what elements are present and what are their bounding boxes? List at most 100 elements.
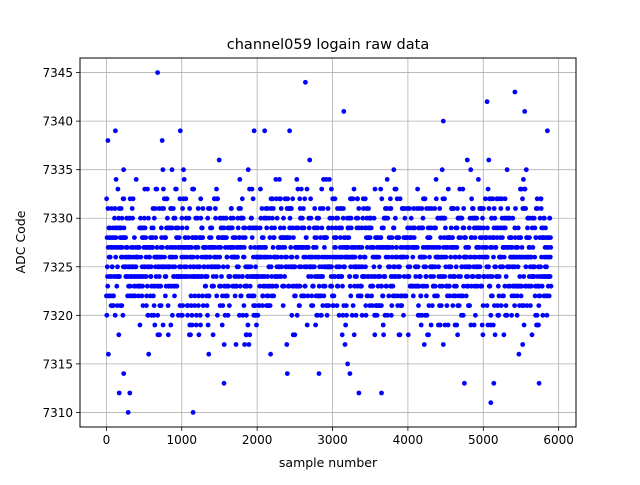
data-point-outlier [379, 390, 384, 396]
data-point [119, 245, 125, 250]
data-point [305, 245, 311, 250]
data-point [426, 303, 432, 308]
data-point [247, 283, 253, 289]
data-point [476, 245, 482, 250]
data-point [168, 322, 174, 328]
data-point [220, 264, 226, 270]
data-point [176, 235, 182, 241]
data-point [271, 293, 277, 299]
data-point [470, 206, 476, 211]
data-point-outlier [262, 128, 268, 134]
data-point [378, 235, 384, 241]
data-point [250, 196, 256, 202]
data-point [422, 196, 428, 202]
data-point [270, 196, 275, 202]
data-point [138, 254, 144, 260]
data-point [358, 293, 364, 299]
data-point [329, 225, 335, 231]
data-point [301, 206, 306, 211]
data-point [278, 274, 284, 279]
data-point [242, 225, 248, 231]
data-point [279, 254, 284, 260]
data-point [382, 274, 388, 279]
data-point [548, 245, 554, 250]
data-point [197, 264, 203, 270]
data-point [172, 264, 178, 270]
data-point [207, 254, 213, 260]
data-point [148, 264, 154, 270]
data-point [528, 283, 534, 289]
data-point [339, 332, 345, 338]
data-point [217, 254, 223, 260]
data-point [140, 303, 146, 308]
data-point [424, 312, 430, 318]
data-point [315, 225, 321, 231]
data-point [547, 254, 553, 260]
data-point [151, 312, 157, 318]
data-point [249, 235, 255, 241]
data-point [360, 215, 366, 221]
data-point [151, 303, 157, 308]
data-point [486, 206, 492, 211]
data-point [532, 264, 537, 270]
data-point [123, 235, 128, 241]
data-point [452, 274, 457, 279]
data-point [348, 225, 354, 231]
data-point [282, 274, 287, 279]
data-point [415, 186, 420, 192]
data-point [133, 177, 139, 182]
data-point [329, 283, 335, 289]
data-point [258, 186, 263, 192]
data-point [194, 254, 200, 260]
data-point [339, 225, 344, 231]
data-point [522, 186, 528, 192]
data-point [207, 206, 213, 211]
data-point [175, 225, 181, 231]
data-point-outlier [251, 128, 257, 134]
data-point-outlier [345, 361, 350, 367]
data-point [257, 225, 263, 231]
data-point [384, 177, 390, 182]
data-point [500, 264, 506, 270]
data-point [152, 206, 158, 211]
data-point [274, 283, 280, 289]
data-point [146, 215, 151, 221]
data-point [257, 283, 263, 289]
data-point [501, 254, 507, 260]
data-point [229, 225, 235, 231]
data-point [343, 303, 349, 308]
data-point [515, 245, 521, 250]
data-point [319, 186, 325, 192]
data-point [316, 254, 322, 260]
data-point [188, 293, 194, 299]
data-point [334, 303, 340, 308]
data-point [490, 196, 496, 202]
data-point [516, 351, 522, 357]
data-point [277, 225, 283, 231]
data-point [227, 274, 233, 279]
data-point [104, 312, 110, 318]
data-point [331, 303, 336, 308]
data-point [496, 312, 502, 318]
data-point [531, 215, 537, 221]
data-point [362, 196, 368, 202]
data-point [340, 312, 346, 318]
data-point [107, 254, 113, 260]
data-point [206, 293, 212, 299]
data-point [393, 186, 399, 192]
y-tick-label: 7340 [42, 115, 73, 129]
data-point [314, 235, 319, 241]
data-point [536, 303, 542, 308]
data-point [361, 206, 366, 211]
data-point [200, 303, 206, 308]
data-point [467, 264, 473, 270]
data-point [509, 312, 514, 318]
data-point-outlier [488, 400, 494, 406]
data-point [209, 225, 215, 231]
data-point [272, 225, 277, 231]
data-point [153, 235, 159, 241]
data-point [298, 264, 304, 270]
data-point-outlier [440, 118, 446, 124]
data-point [285, 196, 291, 202]
data-point-outlier [356, 390, 362, 396]
